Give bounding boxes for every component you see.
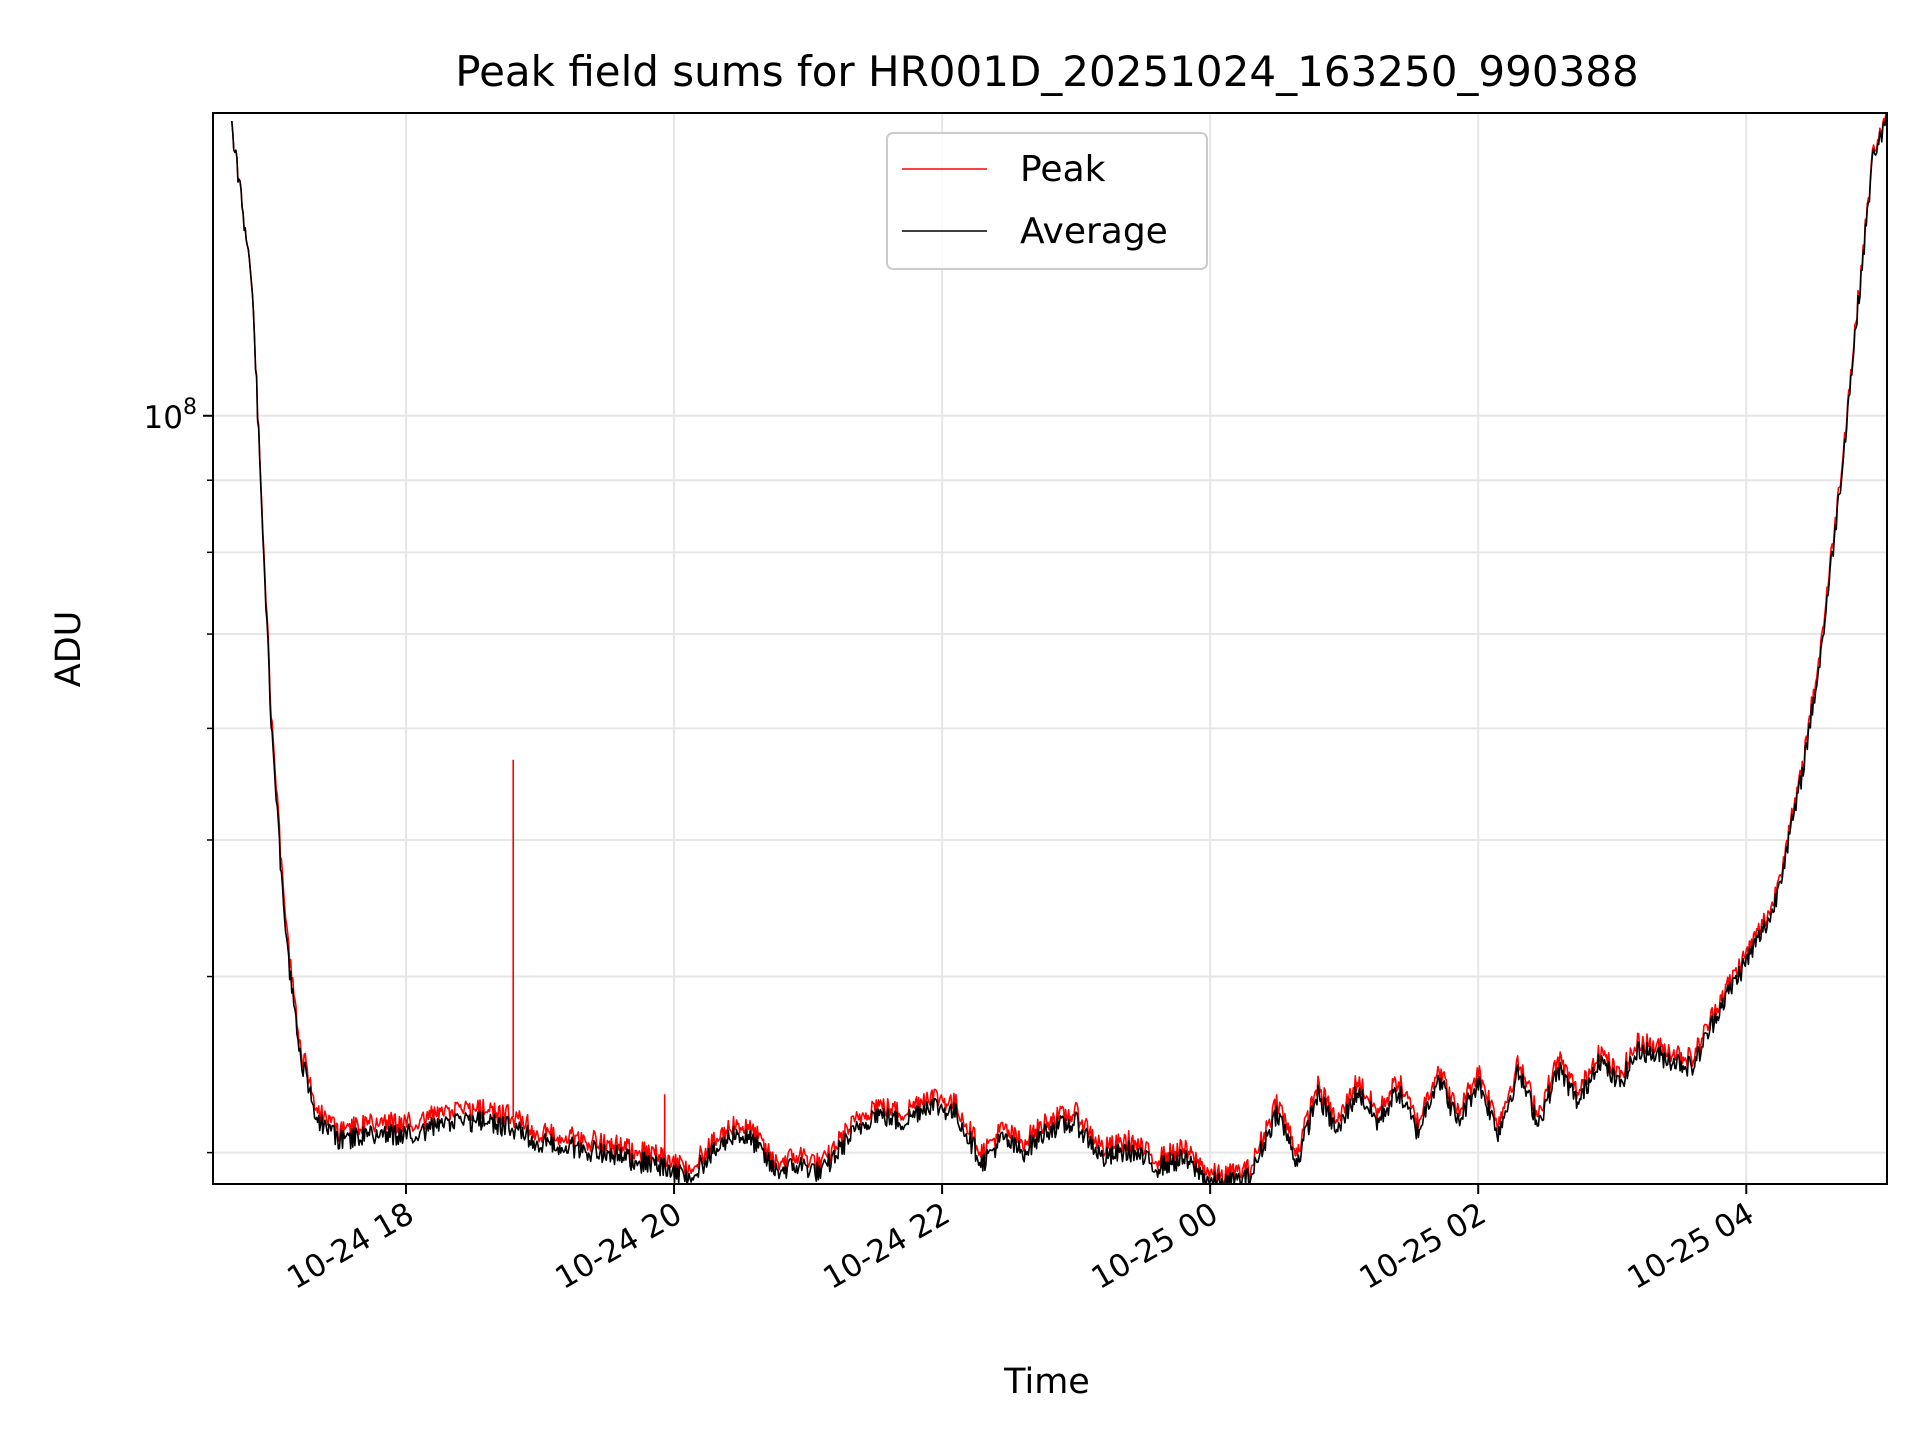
series-layer	[231, 112, 1888, 1185]
legend-average-label: Average	[1020, 211, 1168, 252]
y-axis-label: ADU	[49, 611, 89, 688]
x-axis-label: Time	[1003, 1362, 1090, 1402]
y-major-tick-label-base: 10	[144, 400, 183, 436]
y-major-tick-label-exponent: 8	[183, 395, 197, 420]
series-line-average	[231, 116, 1888, 1185]
legend-box	[886, 132, 1208, 270]
series-line-peak	[231, 112, 1888, 1185]
chart-title: Peak field sums for HR001D_20251024_1632…	[455, 47, 1639, 96]
legend-peak-label: Peak	[1020, 149, 1106, 190]
legend: Peak Average	[886, 132, 1208, 270]
y-major-tick-label: 108	[144, 395, 197, 436]
y-axis-ticks: 108	[144, 395, 213, 1154]
grid	[213, 113, 1887, 1184]
plot-frame	[212, 112, 1888, 1185]
